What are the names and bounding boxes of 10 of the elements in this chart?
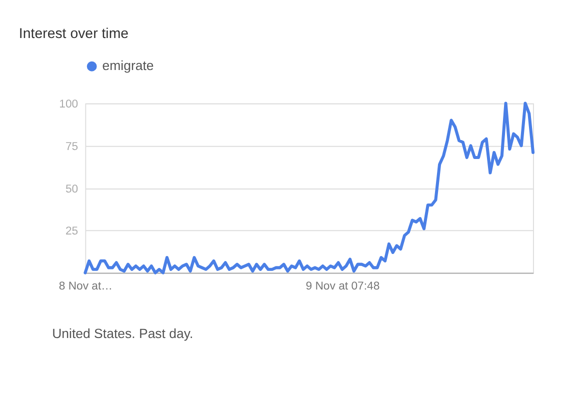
x-tick-label: 8 Nov at… [58,280,113,292]
y-tick-label: 50 [65,183,78,196]
text: United States. Past day. [52,326,194,342]
y-tick-label: 100 [59,98,78,111]
y-tick-label: 25 [65,226,78,238]
chart-title: Interest over time [18,26,129,42]
legend-label: emigrate [102,58,154,74]
x-tick-label: 9 Nov at 07:48 [306,280,380,292]
line-series [84,102,535,274]
y-tick-label: 75 [65,140,78,153]
